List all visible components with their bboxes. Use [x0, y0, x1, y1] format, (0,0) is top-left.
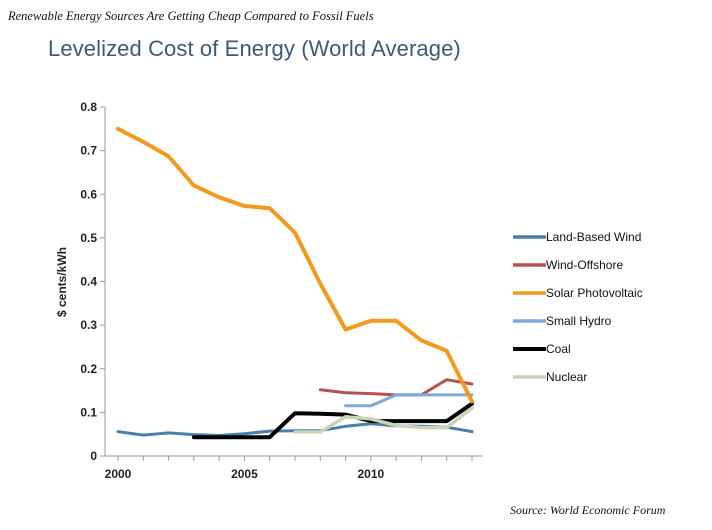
source-note: Source: World Economic Forum — [510, 503, 666, 517]
series-layer — [116, 126, 474, 440]
y-tick-label: 0.1 — [80, 405, 97, 419]
header-caption: Renewable Energy Sources Are Getting Che… — [8, 9, 374, 23]
chart-title: Levelized Cost of Energy (World Average) — [48, 36, 461, 61]
y-tick-label: 0.7 — [80, 144, 97, 158]
legend-label-small-hydro: Small Hydro — [546, 314, 612, 328]
chart-axes: 0 0.1 0.2 0.3 0.4 0.5 0.6 0.7 0.8 2000 2005 2010 $ c… — [55, 100, 483, 481]
y-axis-label: $ cents/kWh — [55, 247, 69, 317]
x-tick-label: 2005 — [231, 467, 258, 481]
chart-legend: Land-Based Wind Wind-Offshore Solar Photov… — [513, 230, 643, 384]
legend-label-wind-offshore: Wind-Offshore — [546, 258, 623, 272]
legend-label-land-based-wind: Land-Based Wind — [546, 230, 641, 244]
y-tick-label: 0.5 — [80, 231, 97, 245]
y-tick-label: 0.8 — [80, 100, 97, 114]
y-tick-label: 0.3 — [80, 318, 97, 332]
y-tick-label: 0.6 — [80, 187, 97, 201]
y-tick-label: 0.2 — [80, 362, 97, 376]
legend-label-coal: Coal — [546, 342, 571, 356]
legend-label-nuclear: Nuclear — [546, 370, 587, 384]
x-tick-label: 2010 — [358, 467, 385, 481]
series-line-small-hydro — [344, 393, 474, 408]
y-tick-label: 0 — [90, 449, 97, 463]
series-line-nuclear — [293, 406, 474, 434]
series-line-coal — [191, 401, 474, 440]
series-line-solar-photovoltaic — [116, 126, 474, 404]
y-tick-label: 0.4 — [80, 275, 97, 289]
legend-label-solar-photovoltaic: Solar Photovoltaic — [546, 286, 643, 300]
series-line-wind-offshore — [318, 378, 474, 397]
x-tick-label: 2000 — [105, 467, 132, 481]
